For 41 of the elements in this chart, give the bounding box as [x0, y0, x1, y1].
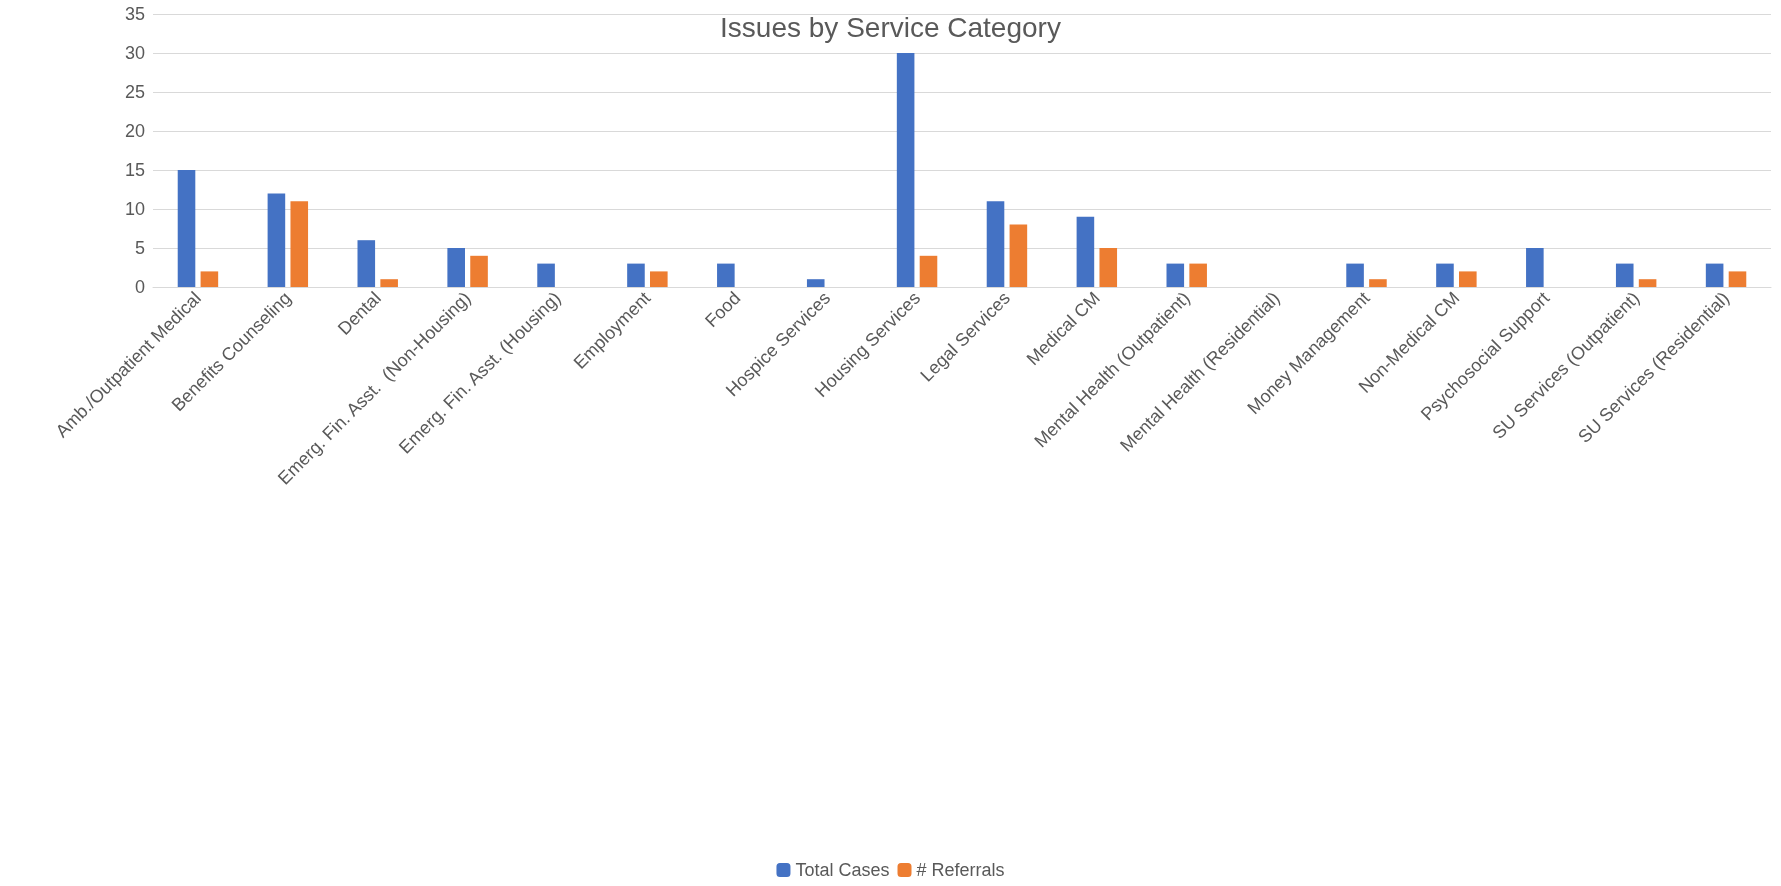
y-tick-label: 20	[124, 121, 145, 141]
bar	[1076, 216, 1095, 287]
bar	[267, 193, 286, 287]
chart-title: Issues by Service Category	[720, 11, 1061, 43]
bar	[986, 201, 1005, 287]
bar	[537, 263, 555, 287]
bar	[200, 271, 219, 287]
bar	[470, 255, 488, 287]
y-tick-label: 10	[124, 199, 145, 219]
bar	[1166, 263, 1185, 287]
bar	[1009, 224, 1028, 287]
y-tick-label: 30	[124, 43, 145, 63]
bar	[1705, 263, 1724, 287]
bar	[357, 240, 376, 287]
bar	[1615, 263, 1634, 287]
bar	[1526, 248, 1544, 287]
bar	[1189, 263, 1207, 287]
bar	[1436, 263, 1454, 287]
legend-label: # Referrals	[916, 860, 1005, 880]
bar	[896, 53, 915, 287]
bar	[919, 255, 938, 287]
y-tick-label: 15	[124, 160, 145, 180]
bar	[627, 263, 645, 287]
bar	[290, 201, 309, 287]
bar	[1728, 271, 1747, 287]
legend-label: Total Cases	[795, 860, 890, 880]
bar	[717, 263, 735, 287]
bar	[1459, 271, 1477, 287]
bar	[447, 248, 465, 287]
bar	[1099, 248, 1118, 287]
bar	[177, 170, 196, 287]
bar	[1638, 279, 1657, 287]
bar	[1369, 279, 1387, 287]
y-tick-label: 25	[124, 82, 145, 102]
bar	[380, 279, 398, 287]
y-tick-label: 0	[134, 277, 145, 297]
bar	[806, 279, 825, 287]
bar	[650, 271, 668, 287]
y-tick-label: 35	[124, 4, 145, 24]
bar	[1346, 263, 1364, 287]
y-tick-label: 5	[134, 238, 145, 258]
